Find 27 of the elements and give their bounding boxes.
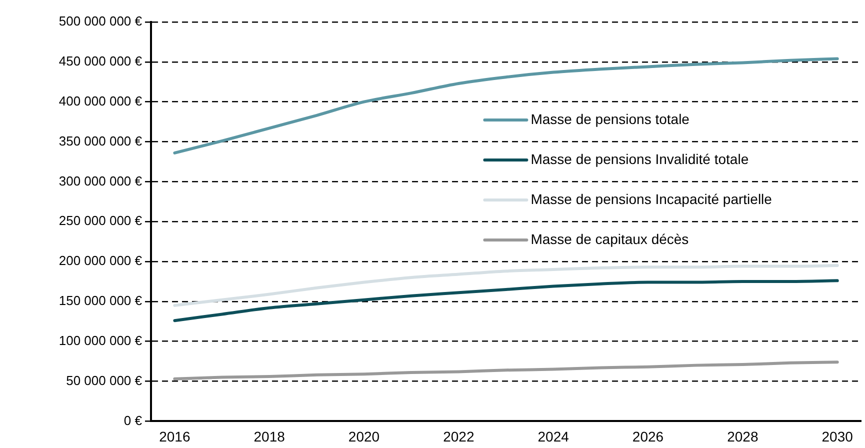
line-series xyxy=(173,360,839,380)
x-tick-label: 2024 xyxy=(538,428,570,444)
y-tick-label: 250 000 000 € xyxy=(58,213,143,228)
y-tick-label: 150 000 000 € xyxy=(58,293,143,308)
y-tick-label: 400 000 000 € xyxy=(58,93,143,108)
x-tick-label: 2026 xyxy=(632,428,664,444)
y-tick-label: 50 000 000 € xyxy=(66,372,143,388)
legend-label: Masse de capitaux décès xyxy=(530,230,689,247)
line-series xyxy=(173,279,839,322)
x-tick-label: 2020 xyxy=(348,428,380,444)
y-tick-label: 350 000 000 € xyxy=(58,133,143,148)
y-tick-label: 200 000 000 € xyxy=(58,253,143,268)
x-tick-label: 2028 xyxy=(727,428,758,444)
y-tick-label: 0 € xyxy=(124,412,143,428)
y-tick-label: 300 000 000 € xyxy=(58,173,143,188)
legend-label: Masse de pensions Incapacité partielle xyxy=(530,190,772,207)
x-tick-label: 2018 xyxy=(254,428,286,444)
x-tick-label: 2016 xyxy=(159,428,190,444)
legend-label: Masse de pensions totale xyxy=(530,110,690,127)
y-tick-label: 100 000 000 € xyxy=(58,332,143,348)
y-tick-label: 500 000 000 € xyxy=(58,14,143,29)
y-tick-label: 450 000 000 € xyxy=(58,54,143,68)
x-tick-label: 2030 xyxy=(822,428,854,444)
line-series xyxy=(173,264,839,307)
legend-label: Masse de pensions Invalidité totale xyxy=(530,150,749,167)
x-tick-label: 2022 xyxy=(443,428,474,444)
line-series xyxy=(173,57,839,154)
